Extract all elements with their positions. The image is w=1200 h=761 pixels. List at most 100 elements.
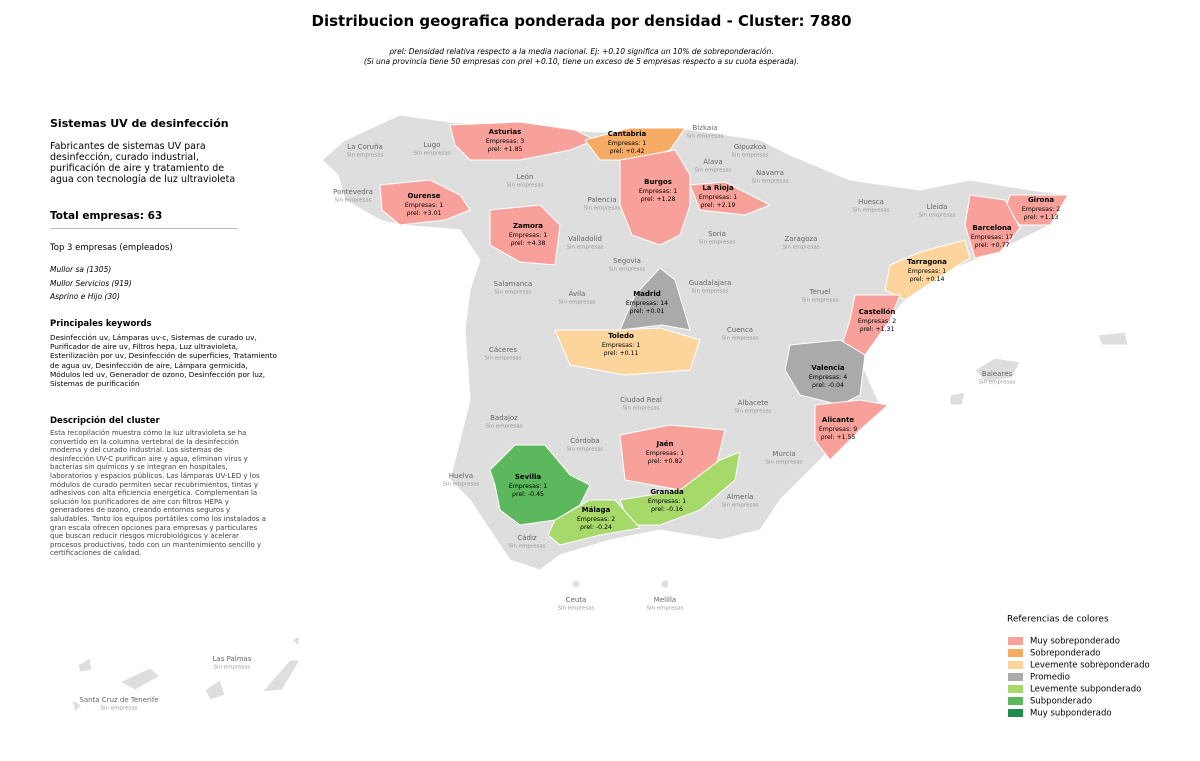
province-companies: Empresas: 9: [819, 426, 857, 433]
province-area: [689, 181, 772, 216]
island: [204, 679, 226, 701]
province-name: Lleida: [927, 203, 948, 211]
province-note: Sin empresas: [852, 208, 889, 214]
province-note: Sin empresas: [506, 183, 543, 189]
subtitle: ρrel: Densidad relativa respecto a la me…: [0, 47, 1163, 67]
sidebar-description: Fabricantes de sistemas UV para desinfec…: [50, 141, 236, 185]
legend-swatch: [1008, 673, 1023, 681]
province-note: Sin empresas: [801, 298, 838, 304]
island: [71, 699, 83, 713]
province-name: Soria: [708, 230, 726, 238]
province-name: Huesca: [858, 198, 884, 206]
province-name: Lugo: [424, 141, 441, 149]
province-companies: Empresas: 17: [971, 234, 1013, 241]
province-name: Córdoba: [570, 437, 599, 445]
keywords-heading: Principales keywords: [50, 319, 152, 329]
province-name: Jaén: [655, 440, 673, 448]
province-name: Melilla: [654, 596, 676, 604]
province-note: Sin empresas: [494, 290, 531, 296]
province-note: Sin empresas: [731, 153, 768, 159]
province-name: Tarragona: [907, 258, 947, 266]
province-companies: Empresas: 1: [509, 232, 547, 239]
province-companies: Empresas: 14: [626, 300, 668, 307]
province-rho: ρrel: -0.04: [812, 382, 844, 389]
province-name: León: [517, 173, 534, 181]
province-name: Toledo: [608, 332, 634, 340]
province-companies: Empresas: 4: [809, 374, 847, 381]
province-rho: ρrel: +0.11: [604, 350, 639, 357]
province-companies: Empresas: 1: [405, 202, 443, 209]
province-name: Álava: [703, 157, 722, 166]
sidebar-heading: Sistemas UV de desinfección: [50, 117, 229, 130]
province-note: Sin empresas: [751, 179, 788, 185]
province-note: Sin empresas: [698, 240, 735, 246]
island: [77, 657, 93, 673]
province-companies: Empresas: 2: [1022, 206, 1060, 213]
province-note: Sin empresas: [334, 198, 371, 204]
province-note: Sin empresas: [100, 706, 137, 712]
province-area: [449, 121, 597, 161]
province-name: Ourense: [407, 192, 440, 200]
legend-label: Muy subponderado: [1030, 709, 1112, 719]
province-name: Zamora: [513, 222, 543, 230]
province-name: Asturias: [489, 128, 522, 136]
province-companies: Empresas: 2: [577, 516, 615, 523]
province-name: Barcelona: [972, 224, 1012, 232]
province-rho: ρrel: +2.19: [701, 202, 736, 209]
province-name: Gipuzkoa: [734, 143, 766, 151]
province-name: Cuenca: [727, 326, 753, 334]
province-note: Sin empresas: [583, 206, 620, 212]
province-rho: ρrel: +0.01: [630, 308, 665, 315]
province-companies: Empresas: 1: [639, 188, 677, 195]
province-name: Salamanca: [494, 280, 533, 288]
province-name: Granada: [650, 488, 684, 496]
top-item: Mullor Servicios (919): [50, 278, 132, 288]
province-name: Madrid: [633, 290, 661, 298]
province-rho: ρrel: +1.55: [821, 434, 856, 441]
legend-swatch: [1008, 685, 1023, 693]
province-area: [547, 499, 641, 546]
province-name: Cantabria: [608, 130, 647, 138]
province-companies: Empresas: 3: [486, 138, 524, 145]
province-note: Sin empresas: [346, 153, 383, 159]
province-companies: Empresas: 1: [608, 140, 646, 147]
island: [974, 357, 1021, 383]
province-rho: ρrel: +1.85: [488, 146, 523, 153]
province-note: Sin empresas: [765, 460, 802, 466]
province-note: Sin empresas: [558, 300, 595, 306]
province-name: Baleares: [982, 370, 1013, 378]
island: [291, 635, 301, 648]
province-area: [379, 179, 471, 226]
province-note: Sin empresas: [485, 424, 522, 430]
province-name: Girona: [1028, 196, 1054, 204]
province-rho: ρrel: +1.31: [860, 326, 895, 333]
melilla: [660, 579, 670, 589]
legend-swatch: [1008, 697, 1023, 705]
legend-label: Subponderado: [1030, 697, 1092, 707]
province-rho: ρrel: -0.45: [512, 491, 544, 498]
province-name: La Rioja: [702, 184, 734, 192]
province-rho: ρrel: +0.77: [975, 242, 1010, 249]
province-area: [489, 444, 591, 526]
province-note: Sin empresas: [566, 447, 603, 453]
province-rho: ρrel: +1.28: [641, 196, 676, 203]
province-name: Zaragoza: [785, 235, 818, 243]
subtitle-line: ρrel: Densidad relativa respecto a la me…: [389, 47, 774, 56]
province-name: Albacete: [738, 399, 769, 407]
province-note: Sin empresas: [557, 606, 594, 612]
province-name: Almería: [727, 493, 754, 501]
legend-swatch: [1008, 637, 1023, 645]
province-area: [584, 127, 686, 161]
province-rho: ρrel: -0.16: [651, 506, 683, 513]
province-note: Sin empresas: [918, 213, 955, 219]
subtitle-line: (Si una provincia tiene 50 empresas con …: [363, 57, 800, 66]
province-area: [619, 149, 691, 246]
province-area: [619, 451, 741, 526]
province-name: Cádiz: [517, 534, 537, 542]
province-name: Guadalajara: [689, 279, 732, 287]
divider: [50, 228, 238, 229]
province-name: Ávila: [569, 289, 586, 298]
province-name: Segovia: [613, 257, 641, 265]
province-area: [814, 399, 890, 461]
